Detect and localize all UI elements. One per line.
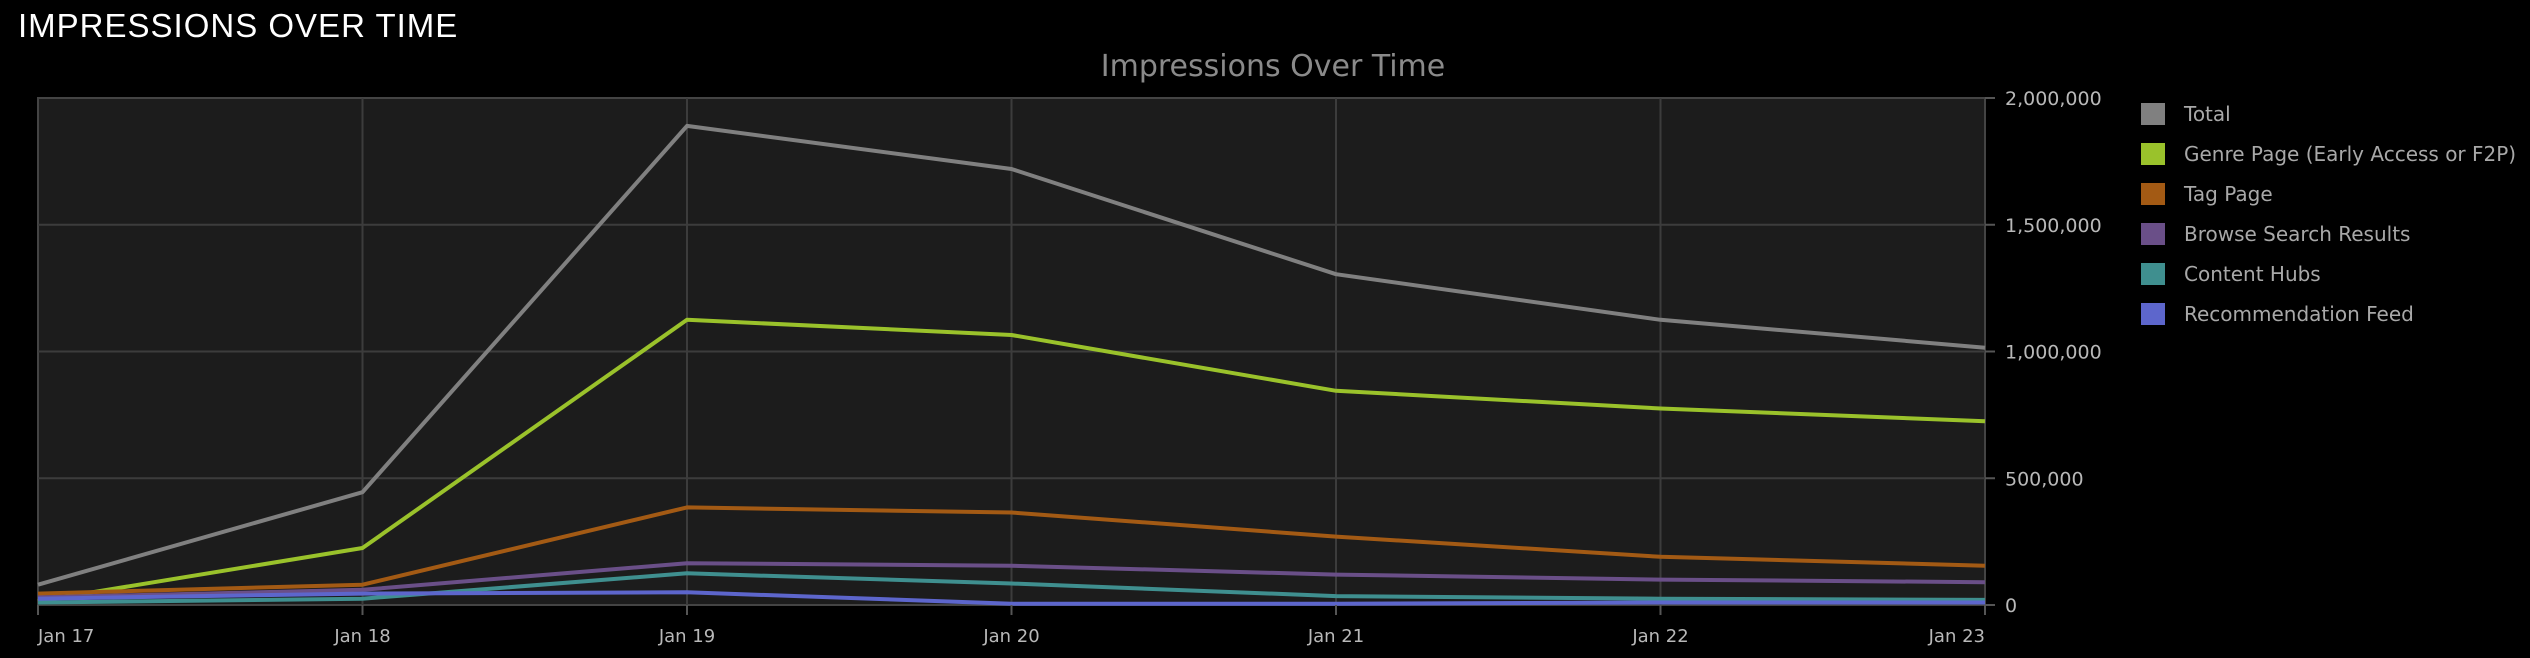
y-tick-label: 1,500,000: [2005, 215, 2102, 237]
series-line-3: [37, 561, 1986, 600]
legend-item[interactable]: Tag Page: [2141, 182, 2273, 206]
legend-swatch: [2141, 263, 2165, 285]
x-tick-label: Jan 23: [1928, 626, 1985, 647]
legend-label: Tag Page: [2183, 182, 2273, 206]
x-tick-label: Jan 21: [1307, 626, 1364, 647]
legend-label: Content Hubs: [2184, 262, 2321, 286]
series-line-0: [37, 123, 1986, 587]
x-axis-ticks: Jan 17 Jan 18 Jan 19 Jan 20 Jan 21 Jan 22 Jan …: [37, 605, 1986, 647]
x-tick-label: Jan 17: [37, 626, 94, 647]
series-line-2: [37, 505, 1986, 596]
legend-item[interactable]: Recommendation Feed: [2141, 302, 2414, 326]
x-tick-label: Jan 22: [1631, 626, 1688, 647]
grid: [38, 98, 1985, 605]
section-title: IMPRESSIONS OVER TIME: [18, 7, 459, 44]
y-tick-label: 1,000,000: [2005, 342, 2102, 364]
chart-title: Impressions Over Time: [1101, 49, 1446, 84]
y-tick-label: 0: [2005, 595, 2017, 617]
legend-swatch: [2141, 183, 2165, 205]
x-tick-label: Jan 19: [658, 626, 715, 647]
legend-label: Browse Search Results: [2184, 222, 2410, 246]
legend-item[interactable]: Total: [2141, 102, 2231, 126]
x-tick-label: Jan 18: [333, 626, 390, 647]
series-line-5: [37, 590, 1985, 606]
y-axis-ticks: 0 500,000 1,000,000 1,500,000 2,000,000: [1985, 88, 2102, 617]
legend: Total Genre Page (Early Access or F2P) Tag…: [2141, 102, 2516, 326]
series-lines: [37, 123, 1986, 606]
y-tick-label: 500,000: [2005, 468, 2084, 490]
legend-swatch: [2141, 143, 2165, 165]
legend-label: Total: [2183, 102, 2231, 126]
x-tick-label: Jan 20: [982, 626, 1039, 647]
legend-swatch: [2141, 103, 2165, 125]
legend-item[interactable]: Genre Page (Early Access or F2P): [2141, 142, 2516, 166]
legend-item[interactable]: Content Hubs: [2141, 262, 2321, 286]
legend-swatch: [2141, 223, 2165, 245]
legend-item[interactable]: Browse Search Results: [2141, 222, 2410, 246]
legend-swatch: [2141, 303, 2165, 325]
series-line-4: [37, 571, 1986, 605]
legend-label: Genre Page (Early Access or F2P): [2184, 142, 2516, 166]
y-tick-label: 2,000,000: [2005, 88, 2102, 110]
series-line-1: [37, 317, 1986, 604]
legend-label: Recommendation Feed: [2184, 302, 2414, 326]
